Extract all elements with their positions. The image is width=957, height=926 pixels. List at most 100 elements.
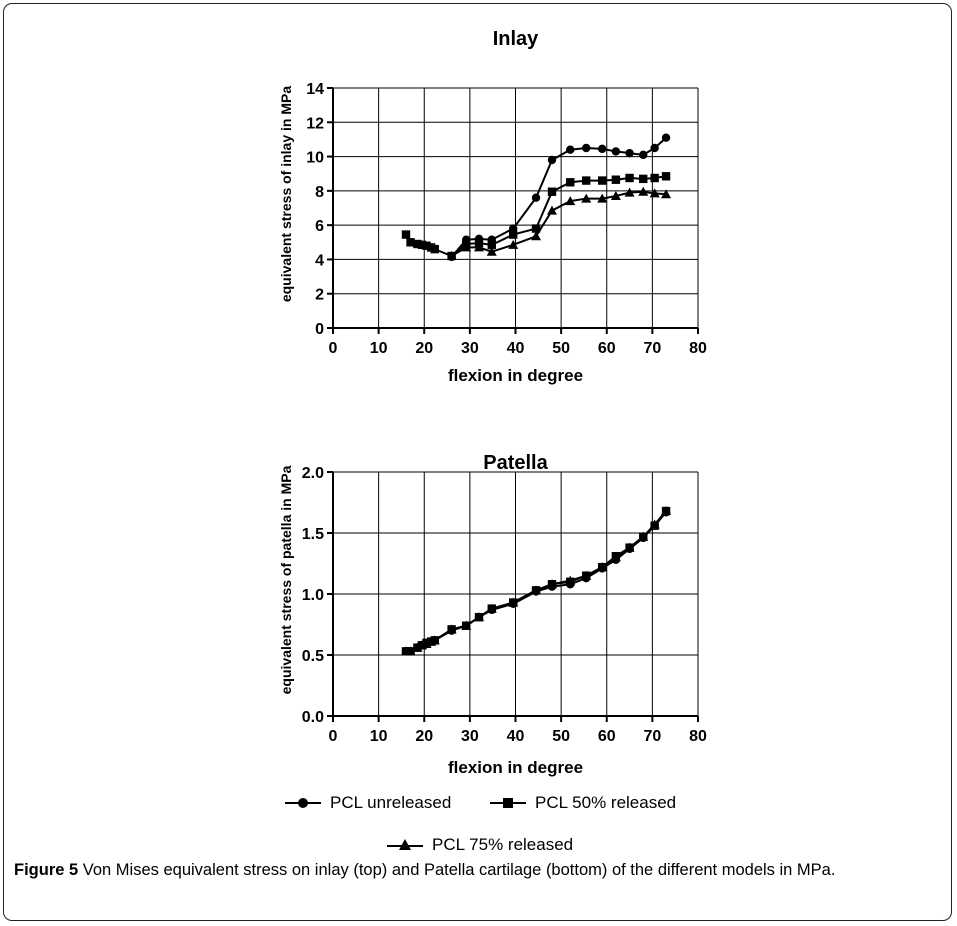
- figure-caption: Figure 5 Von Mises equivalent stress on …: [14, 859, 934, 882]
- data-point-square: [413, 239, 422, 249]
- y-tick-label: 0.0: [302, 709, 324, 726]
- data-point-triangle: [597, 562, 608, 572]
- data-point-triangle: [461, 620, 472, 630]
- data-point-triangle: [531, 585, 542, 595]
- data-point-square: [406, 238, 415, 247]
- data-point-circle: [597, 144, 607, 154]
- y-tick-label: 14: [306, 81, 324, 98]
- square-series-line: [405, 175, 667, 258]
- y-tick-label: 2.0: [302, 465, 324, 482]
- y-tick-label: 1.5: [302, 526, 324, 543]
- legend-label-unreleased: PCL unreleased: [330, 793, 452, 812]
- x-tick-label: 20: [415, 340, 433, 357]
- data-point-circle: [650, 143, 659, 153]
- data-point-circle: [566, 145, 575, 154]
- data-point-triangle: [661, 189, 672, 199]
- data-point-triangle: [405, 646, 416, 656]
- data-point-triangle: [638, 531, 649, 541]
- data-point-triangle: [429, 635, 440, 645]
- x-tick-label: 80: [689, 340, 707, 357]
- data-point-triangle: [421, 639, 432, 649]
- caption-label: Figure 5: [14, 861, 79, 879]
- data-point-square: [650, 173, 659, 183]
- data-point-square: [625, 173, 634, 183]
- x-tick-label: 80: [689, 728, 707, 745]
- data-point-triangle: [624, 542, 635, 552]
- data-point-triangle: [638, 186, 649, 196]
- data-point-circle: [639, 150, 648, 160]
- x-tick-label: 40: [507, 340, 525, 357]
- data-point-square: [597, 176, 607, 185]
- data-point-triangle: [649, 519, 660, 529]
- circle-series-line: [450, 136, 667, 258]
- data-point-triangle: [565, 196, 576, 206]
- data-point-triangle: [597, 193, 608, 203]
- y-tick-label: 0: [315, 321, 324, 338]
- x-tick-label: 70: [643, 340, 661, 357]
- data-point-square: [487, 240, 496, 250]
- data-point-triangle: [461, 242, 472, 252]
- y-axis-label: equivalent stress of inlay in MPa: [278, 86, 294, 303]
- chart-inlay: Inlay 0 10 20 30 40 50 60 70 80 0 2 4 6 8 10 12 14 flexion…: [278, 28, 707, 385]
- y-tick-label: 2: [315, 287, 324, 304]
- data-point-triangle: [486, 603, 497, 613]
- data-point-triangle: [547, 205, 557, 215]
- data-point-triangle: [547, 579, 557, 589]
- x-tick-label: 10: [370, 340, 388, 357]
- data-point-triangle: [474, 242, 484, 252]
- y-tick-label: 10: [306, 150, 324, 167]
- data-point-square: [531, 224, 541, 233]
- data-point-square: [582, 176, 591, 185]
- data-point-circle: [661, 133, 671, 142]
- data-point-square: [661, 172, 671, 181]
- x-tick-label: 30: [461, 728, 479, 745]
- data-point-triangle: [610, 191, 621, 200]
- data-point-square: [611, 175, 621, 184]
- square-marker-icon: [490, 798, 526, 808]
- x-axis-label: flexion in degree: [448, 366, 583, 385]
- square-series-line: [406, 510, 667, 653]
- legend-label-released50: PCL 50% released: [535, 793, 677, 812]
- chart-patella: Patella 0 10 20 30 40 50 60 70 80 0.0 0.5 1.0 1.5 2.0 f…: [278, 452, 707, 777]
- caption-text: Von Mises equivalent stress on inlay (to…: [78, 861, 836, 879]
- x-tick-label: 0: [329, 728, 338, 745]
- x-tick-label: 0: [329, 340, 338, 357]
- chart-title-inlay: Inlay: [493, 28, 539, 50]
- x-tick-label: 10: [370, 728, 388, 745]
- data-point-triangle: [565, 575, 576, 585]
- x-tick-label: 50: [552, 728, 570, 745]
- x-tick-label: 60: [598, 340, 616, 357]
- legend-item-unreleased: PCL unreleased: [284, 793, 451, 813]
- y-tick-label: 8: [315, 184, 324, 201]
- data-point-triangle: [661, 506, 672, 516]
- data-point-triangle: [508, 239, 519, 249]
- x-tick-label: 70: [643, 728, 661, 745]
- x-axis-label: flexion in degree: [448, 758, 583, 777]
- circle-marker-icon: [285, 798, 321, 808]
- data-point-triangle: [531, 231, 542, 241]
- data-point-circle: [531, 193, 541, 202]
- triangle-series-line: [406, 510, 667, 653]
- x-tick-label: 20: [415, 728, 433, 745]
- x-tick-label: 30: [461, 340, 479, 357]
- y-tick-label: 6: [315, 218, 324, 235]
- data-point-square: [430, 244, 439, 254]
- data-point-circle: [582, 143, 591, 153]
- data-point-square: [417, 240, 427, 250]
- legend-item-released75: PCL 75% released: [386, 835, 573, 855]
- data-point-circle: [547, 155, 557, 165]
- data-point-square: [401, 230, 411, 239]
- data-point-triangle: [508, 597, 519, 607]
- chart-title-patella: Patella: [483, 452, 548, 474]
- data-point-square: [422, 241, 431, 250]
- data-point-triangle: [649, 188, 660, 198]
- y-tick-label: 12: [306, 115, 324, 132]
- data-point-circle: [625, 148, 634, 158]
- data-point-square: [639, 174, 648, 184]
- data-point-triangle: [446, 624, 457, 634]
- x-tick-label: 50: [552, 340, 570, 357]
- data-point-triangle: [412, 642, 423, 652]
- data-point-triangle: [624, 187, 635, 197]
- y-tick-label: 0.5: [302, 648, 324, 665]
